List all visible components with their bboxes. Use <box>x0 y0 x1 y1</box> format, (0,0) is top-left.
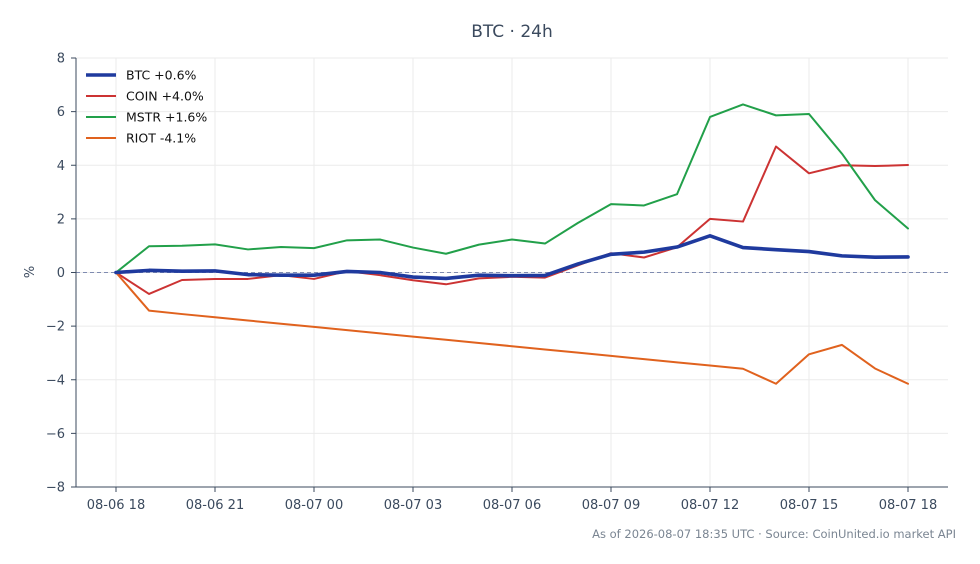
y-axis-label: % <box>23 266 38 278</box>
legend-label: COIN +4.0% <box>126 89 204 104</box>
y-tick-label: 0 <box>57 266 65 281</box>
series-line-3 <box>115 103 909 274</box>
legend-label: MSTR +1.6% <box>126 110 207 125</box>
legend-label: BTC +0.6% <box>126 68 197 83</box>
series-line-4 <box>115 271 909 385</box>
x-tick-label: 08-07 09 <box>582 498 640 513</box>
y-tick-label: −2 <box>46 320 65 335</box>
x-tick-label: 08-06 18 <box>87 498 145 513</box>
legend: BTC +0.6% COIN +4.0% MSTR +1.6% RIOT -4.1% <box>86 68 207 146</box>
y-axis-ticks: −8 −6 −4 −2 0 2 4 6 8 <box>46 52 76 496</box>
legend-label: RIOT -4.1% <box>126 131 196 146</box>
source-footnote: As of 2026-08-07 18:35 UTC · Source: Coi… <box>592 527 956 541</box>
y-tick-label: −4 <box>46 373 65 388</box>
series-line-1 <box>114 233 910 281</box>
y-tick-label: −6 <box>46 427 65 442</box>
y-tick-label: 6 <box>57 105 65 120</box>
series-lines <box>114 103 910 385</box>
x-tick-label: 08-07 06 <box>483 498 541 513</box>
x-axis-ticks: 08-06 18 08-06 21 08-07 00 08-07 03 08-07 06… <box>87 487 937 513</box>
x-tick-label: 08-07 18 <box>879 498 937 513</box>
x-tick-label: 08-06 21 <box>186 498 244 513</box>
x-tick-label: 08-07 03 <box>384 498 442 513</box>
y-tick-label: 2 <box>57 212 65 227</box>
x-tick-label: 08-07 00 <box>285 498 343 513</box>
y-tick-label: −8 <box>46 481 65 496</box>
chart-title: BTC · 24h <box>471 22 553 42</box>
x-tick-label: 08-07 12 <box>681 498 739 513</box>
x-tick-label: 08-07 15 <box>780 498 838 513</box>
y-tick-label: 8 <box>57 52 65 67</box>
y-tick-label: 4 <box>57 159 65 174</box>
